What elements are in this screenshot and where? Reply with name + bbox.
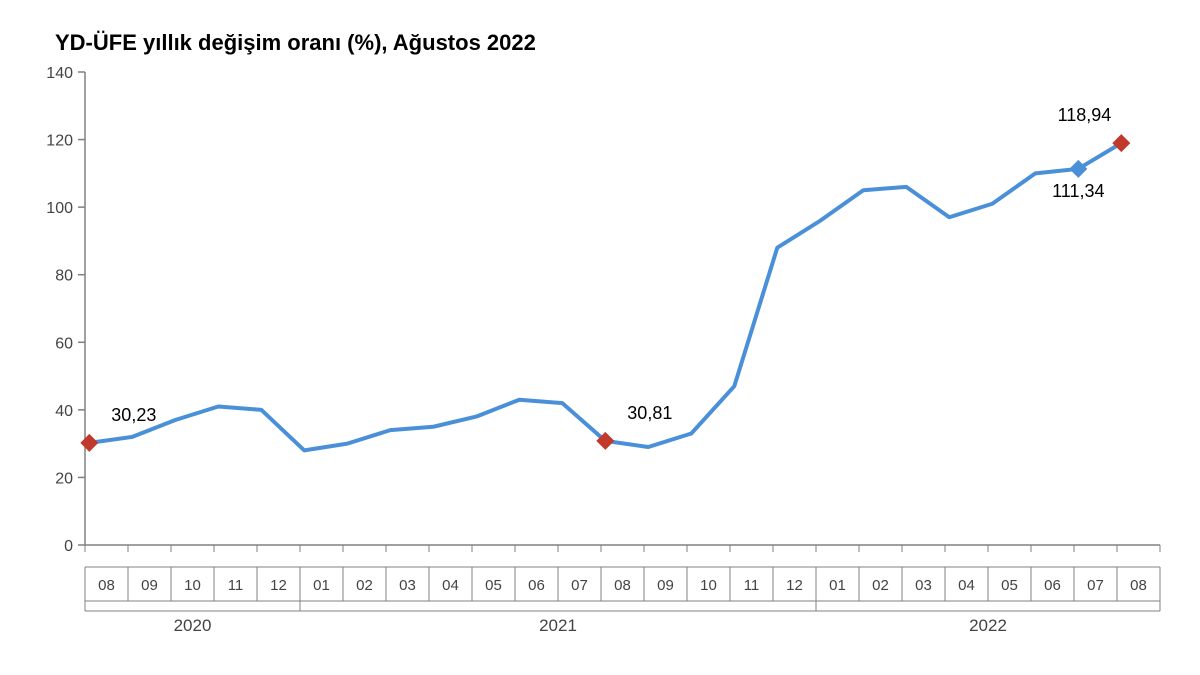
month-label: 04 — [442, 577, 459, 594]
y-tick-label: 20 — [55, 470, 73, 487]
chart-stage: YD-ÜFE yıllık değişim oranı (%), Ağustos… — [0, 0, 1200, 675]
month-label: 07 — [571, 577, 588, 594]
month-label: 07 — [1087, 577, 1104, 594]
month-label: 01 — [313, 577, 330, 594]
month-label: 11 — [228, 577, 244, 594]
month-label: 08 — [614, 577, 631, 594]
month-label: 04 — [958, 577, 975, 594]
month-label: 02 — [872, 577, 889, 594]
y-tick-label: 100 — [46, 200, 73, 217]
month-label: 10 — [184, 577, 201, 594]
year-label: 2022 — [969, 616, 1007, 635]
month-label: 06 — [1044, 577, 1061, 594]
month-label: 12 — [270, 577, 287, 594]
point-label: 30,23 — [111, 405, 156, 425]
y-tick-label: 120 — [46, 133, 73, 150]
marker-diamond — [80, 434, 98, 452]
month-label: 09 — [657, 577, 674, 594]
year-label: 2021 — [539, 616, 577, 635]
point-label: 118,94 — [1058, 105, 1112, 125]
month-label: 10 — [700, 577, 717, 594]
month-label: 11 — [744, 577, 760, 594]
y-tick-label: 140 — [46, 65, 73, 82]
month-label: 12 — [786, 577, 803, 594]
year-label: 2020 — [174, 616, 212, 635]
y-tick-label: 40 — [55, 403, 73, 420]
month-label: 08 — [1130, 577, 1147, 594]
y-tick-label: 0 — [64, 538, 73, 555]
data-line — [89, 143, 1121, 450]
y-tick-label: 80 — [55, 268, 73, 285]
month-label: 06 — [528, 577, 545, 594]
month-label: 05 — [485, 577, 502, 594]
point-label: 111,34 — [1052, 181, 1104, 201]
marker-diamond — [1112, 134, 1130, 152]
month-label: 03 — [399, 577, 416, 594]
month-label: 08 — [98, 577, 115, 594]
point-label: 30,81 — [627, 403, 672, 423]
month-label: 01 — [829, 577, 846, 594]
y-tick-label: 60 — [55, 335, 73, 352]
month-label: 02 — [356, 577, 373, 594]
month-label: 03 — [915, 577, 932, 594]
line-chart: 0204060801001201400809101112010203040506… — [0, 0, 1200, 675]
month-label: 09 — [141, 577, 158, 594]
month-label: 05 — [1001, 577, 1018, 594]
marker-diamond — [1069, 160, 1087, 178]
